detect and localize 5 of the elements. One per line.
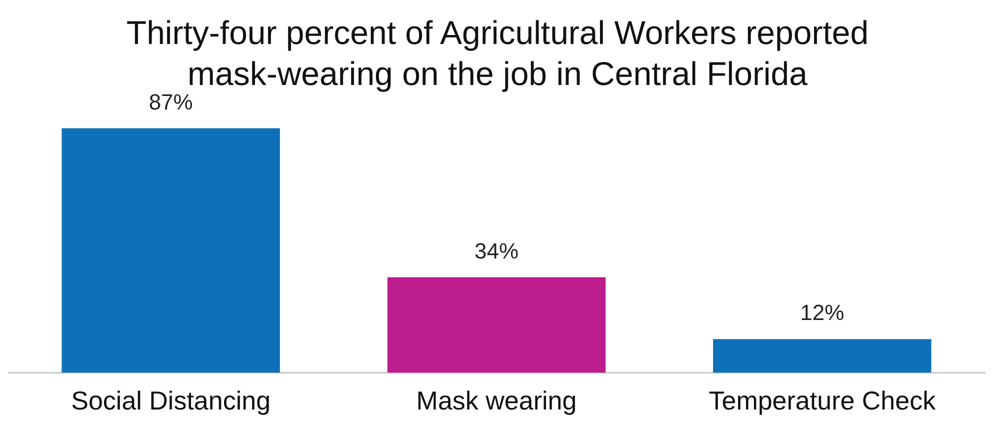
- x-tick-label: Temperature Check: [708, 386, 937, 416]
- data-label: 12%: [800, 300, 844, 326]
- x-tick-label: Social Distancing: [71, 386, 271, 416]
- x-tick-label: Mask wearing: [416, 386, 577, 416]
- data-label: 34%: [474, 238, 519, 264]
